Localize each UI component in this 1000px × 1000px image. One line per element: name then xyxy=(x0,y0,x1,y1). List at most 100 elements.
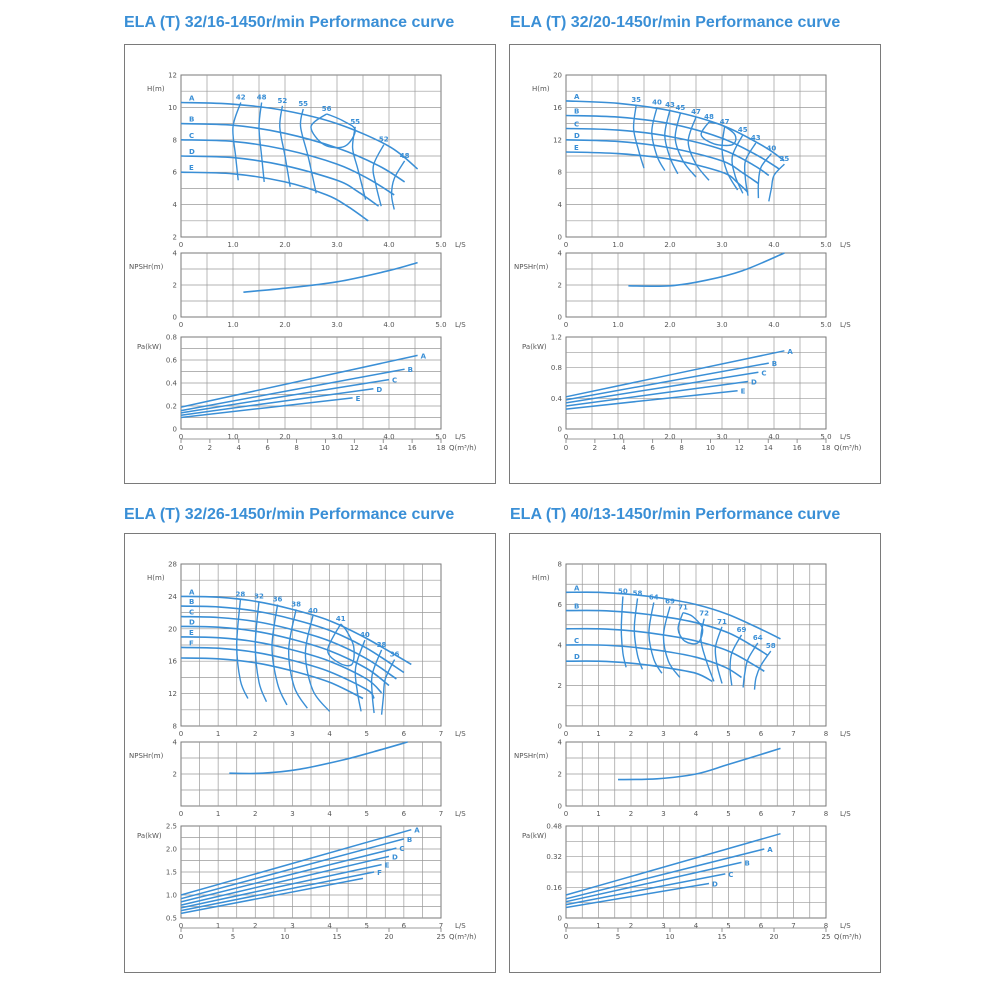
efficiency-curve xyxy=(287,609,308,709)
y-tick-label-power: 1.5 xyxy=(166,869,177,877)
head-curve-label: B xyxy=(574,108,579,116)
efficiency-curve xyxy=(235,599,249,699)
efficiency-label: 47 xyxy=(720,118,730,126)
efficiency-label: 69 xyxy=(737,626,747,634)
head-curve-A xyxy=(180,595,412,666)
efficiency-label: 32 xyxy=(254,592,264,600)
x-unit-label-power: L/S xyxy=(840,433,851,441)
q-tick-label: 6 xyxy=(265,444,270,452)
x-tick-label-power: 6 xyxy=(759,922,764,930)
y-tick-label-head: 4 xyxy=(173,201,178,209)
efficiency-label: 71 xyxy=(717,618,727,626)
efficiency-label: 58 xyxy=(766,642,776,650)
x-unit-label-npsh: L/S xyxy=(455,321,466,329)
power-curve-label: A xyxy=(414,827,420,835)
x-tick-label-power: 8 xyxy=(824,922,828,930)
head-curve-B xyxy=(180,605,405,674)
power-curve-label: C xyxy=(392,377,397,385)
y-tick-label-head: 2 xyxy=(558,682,562,690)
head-curve-label: B xyxy=(189,116,194,124)
head-curve-2 xyxy=(565,627,765,672)
y-tick-label-head: 8 xyxy=(558,169,562,177)
power-curve-D xyxy=(565,882,710,909)
y-axis-label-power: Pa(kW) xyxy=(522,832,547,840)
efficiency-curve xyxy=(731,134,744,194)
y-axis-label-head: H(m) xyxy=(532,85,550,93)
efficiency-curve xyxy=(232,102,242,181)
x-tick-label-power: 3.0 xyxy=(716,433,727,441)
efficiency-curve xyxy=(279,105,291,187)
q-tick-label: 16 xyxy=(408,444,417,452)
y-tick-label-power: 0 xyxy=(558,915,562,923)
x-tick-label-npsh: 5.0 xyxy=(820,321,831,329)
efficiency-curve xyxy=(757,153,772,199)
y-tick-label-npsh: 0 xyxy=(558,803,562,811)
x-tick-label-power: 1 xyxy=(216,922,220,930)
head-curve-E xyxy=(180,636,383,694)
x-tick-label-power: 0 xyxy=(564,433,568,441)
y-tick-label-npsh: 4 xyxy=(173,739,178,747)
y-axis-label-head: H(m) xyxy=(147,574,165,582)
efficiency-curve xyxy=(299,108,317,194)
efficiency-curve xyxy=(633,598,644,670)
efficiency-curve xyxy=(390,160,406,210)
q-tick-label: 16 xyxy=(793,444,802,452)
y-tick-label-head: 4 xyxy=(558,201,563,209)
y-tick-label-npsh: 0 xyxy=(173,314,177,322)
x-tick-label-head: 3 xyxy=(290,730,294,738)
efficiency-curve xyxy=(742,642,759,688)
x-tick-label-head: 2 xyxy=(253,730,257,738)
efficiency-curve xyxy=(721,126,739,191)
y-tick-label-npsh: 4 xyxy=(558,250,563,258)
q-tick-label: 10 xyxy=(281,933,290,941)
y-axis-label-power: Pa(kW) xyxy=(137,343,162,351)
efficiency-label: 55 xyxy=(350,118,360,126)
x-tick-label-head: 4 xyxy=(327,730,332,738)
efficiency-label: 48 xyxy=(400,152,410,160)
efficiency-curve xyxy=(354,639,366,712)
x-tick-label-npsh: 3 xyxy=(290,810,294,818)
efficiency-curve xyxy=(674,112,697,178)
q-tick-label: 14 xyxy=(379,444,388,452)
head-curve-A xyxy=(565,591,781,640)
efficiency-curve xyxy=(254,601,268,702)
y-tick-label-head: 24 xyxy=(168,593,177,601)
y-tick-label-power: 0.4 xyxy=(551,395,563,403)
q-tick-label: 6 xyxy=(650,444,655,452)
x-tick-label-head: 2 xyxy=(629,730,633,738)
q-tick-label: 0 xyxy=(564,444,568,452)
power-curve-label: B xyxy=(407,836,412,844)
efficiency-label: 42 xyxy=(236,94,246,102)
efficiency-label: 40 xyxy=(652,98,662,106)
efficiency-label: 48 xyxy=(257,94,267,102)
efficiency-curve xyxy=(714,626,723,684)
x-tick-label-head: 3.0 xyxy=(331,241,342,249)
x-tick-label-head: 1 xyxy=(216,730,220,738)
x-tick-label-npsh: 4 xyxy=(694,810,699,818)
q-tick-label: 20 xyxy=(770,933,779,941)
y-tick-label-head: 4 xyxy=(558,642,563,650)
power-curve-B xyxy=(565,362,769,401)
efficiency-label: 36 xyxy=(273,596,283,604)
x-tick-label-power: 2.0 xyxy=(279,433,290,441)
q-tick-label: 8 xyxy=(294,444,298,452)
y-tick-label-power: 0.4 xyxy=(166,380,178,388)
efficiency-curve xyxy=(620,596,627,668)
efficiency-label: 52 xyxy=(278,97,288,105)
power-curve-A xyxy=(565,848,765,900)
x-tick-label-head: 7 xyxy=(439,730,443,738)
head-curve-label: A xyxy=(189,95,195,103)
y-tick-label-power: 2.0 xyxy=(166,846,177,854)
y-tick-label-head: 12 xyxy=(168,72,177,80)
x-tick-label-npsh: 2.0 xyxy=(279,321,290,329)
x-tick-label-power: 5.0 xyxy=(820,433,831,441)
x-tick-label-power: 2 xyxy=(629,922,633,930)
q-unit-label: Q(m³/h) xyxy=(834,444,862,452)
y-axis-label-npsh: NPSHr(m) xyxy=(129,263,164,271)
efficiency-label: 35 xyxy=(780,155,790,163)
q-unit-label: Q(m³/h) xyxy=(449,444,477,452)
y-tick-label-head: 8 xyxy=(558,561,562,569)
x-tick-label-npsh: 0 xyxy=(564,810,568,818)
